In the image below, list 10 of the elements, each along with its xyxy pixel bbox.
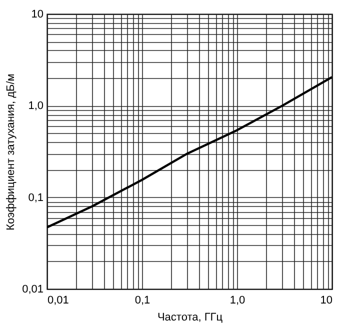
x-tick-label: 0,1 xyxy=(134,294,150,306)
x-tick-label: 10 xyxy=(320,294,332,306)
x-axis-title: Частота, ГГц xyxy=(157,312,224,324)
y-tick-label: 0,1 xyxy=(28,192,44,204)
x-tick-label: 0,01 xyxy=(48,294,69,306)
y-tick-label: 0,01 xyxy=(22,284,44,296)
y-tick-label: 10 xyxy=(31,8,44,20)
x-tick-label: 1,0 xyxy=(230,294,246,306)
y-tick-label: 1,0 xyxy=(28,100,44,112)
y-axis-title: Коэффициент затухания, дБ/м xyxy=(5,74,18,230)
